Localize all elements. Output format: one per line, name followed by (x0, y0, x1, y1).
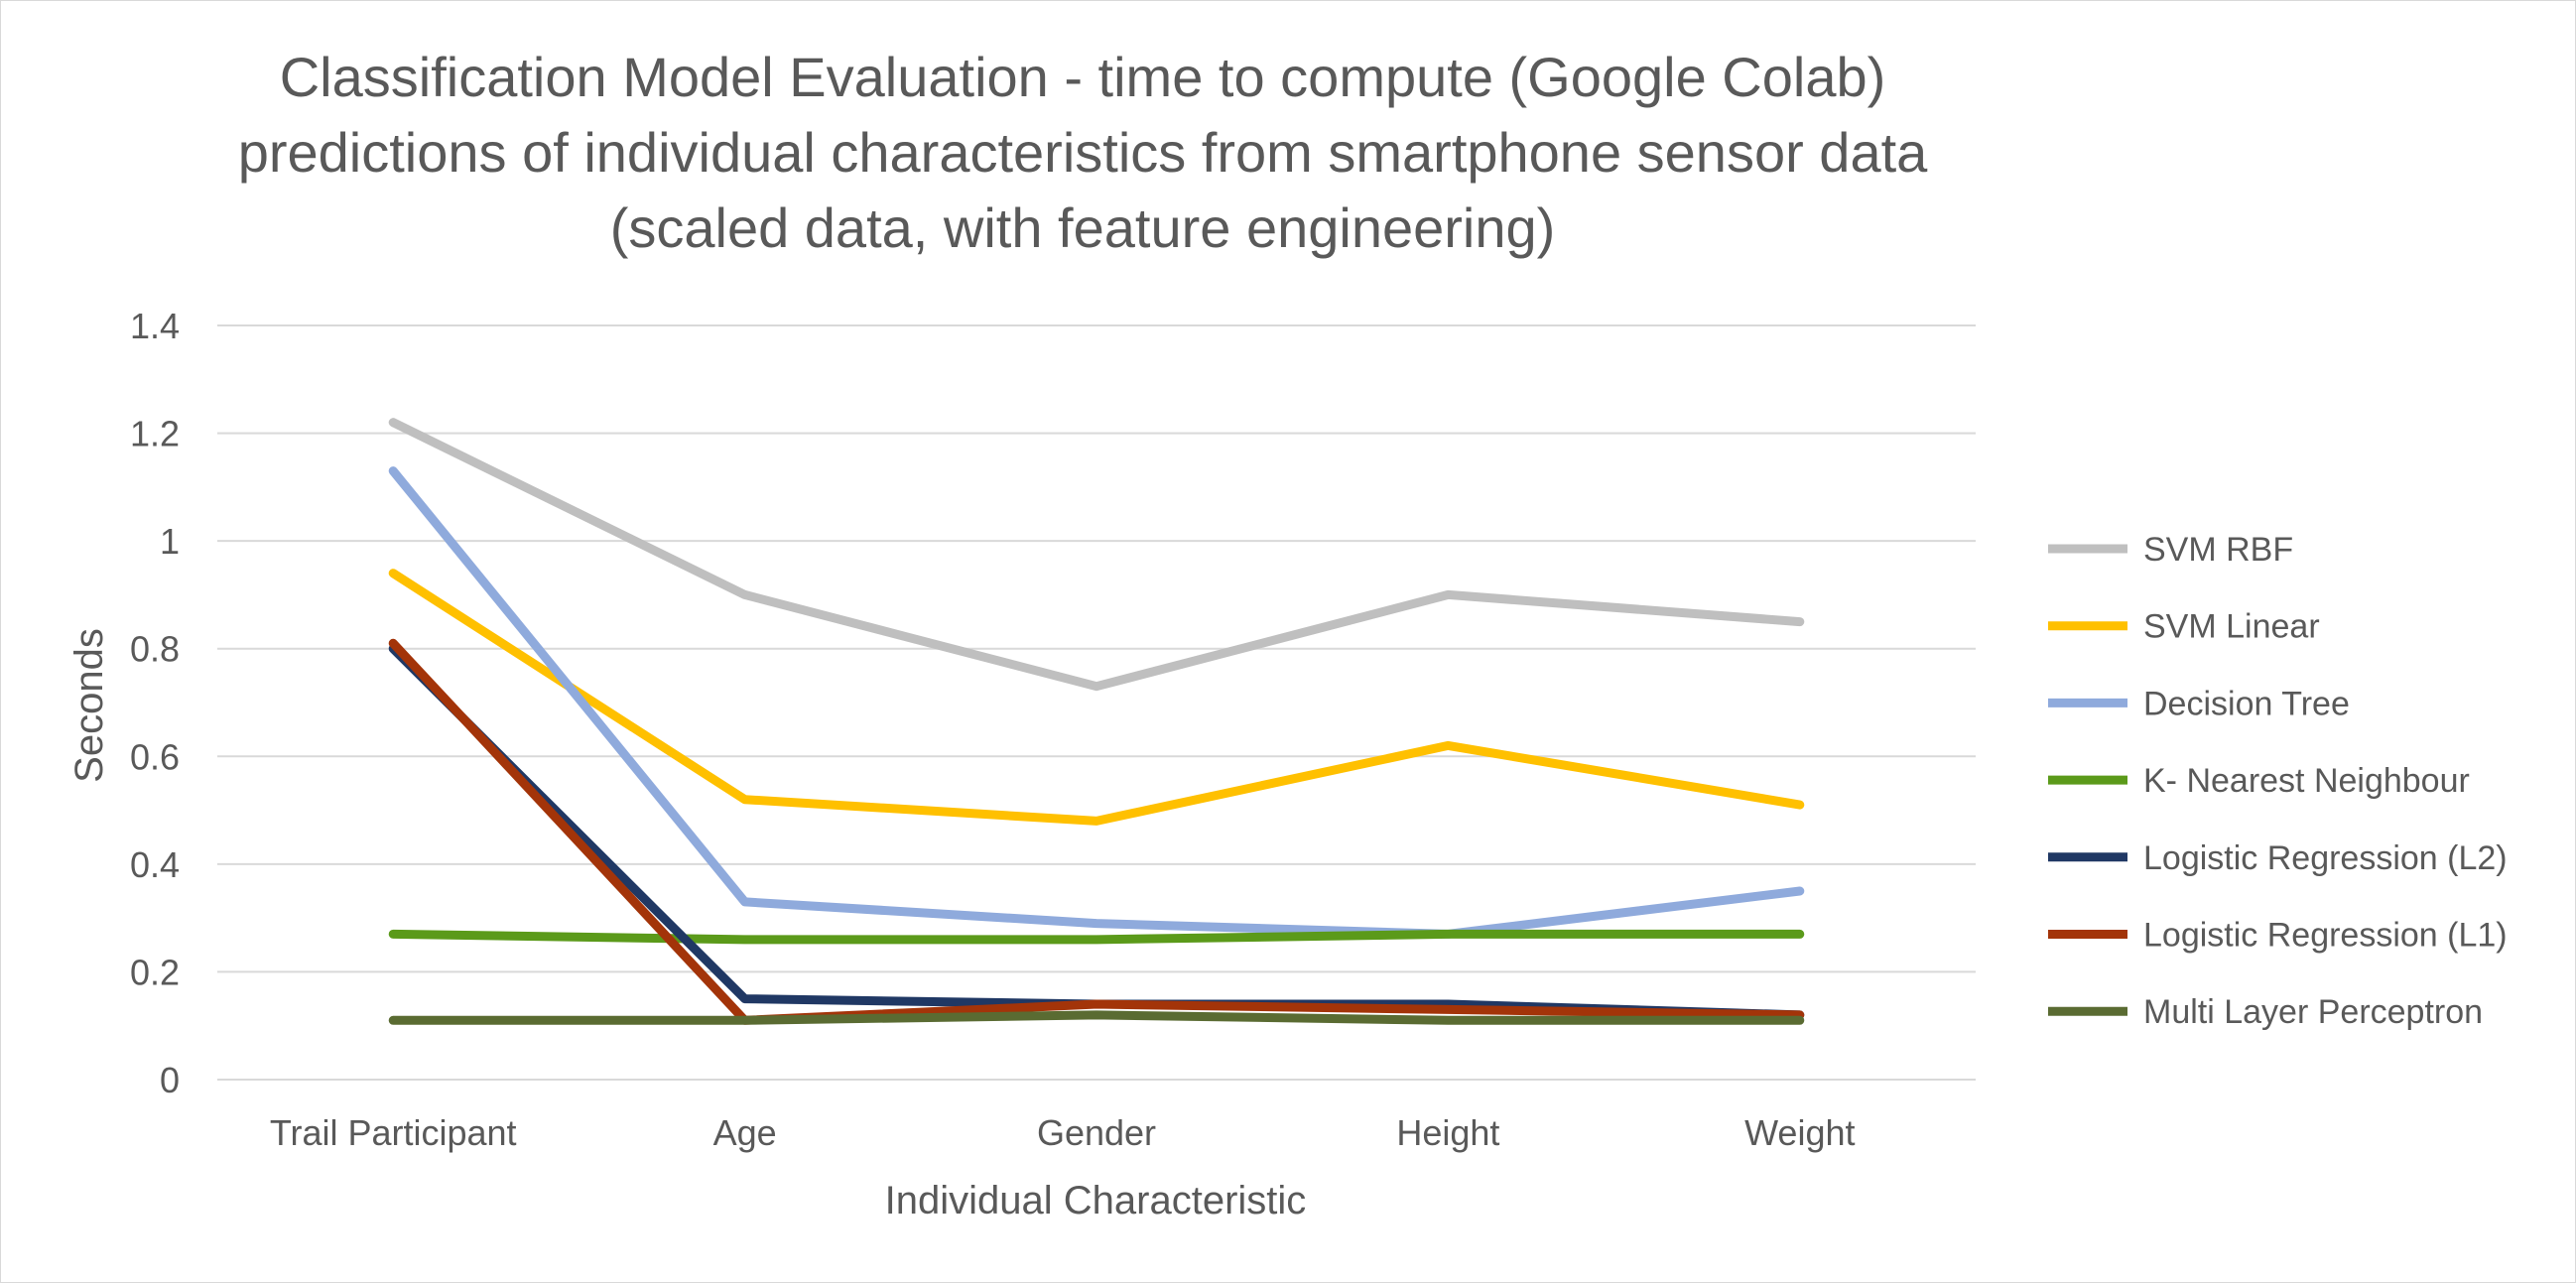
series-lines (388, 418, 1805, 1025)
series-line-svm-rbf (388, 418, 1805, 692)
title-line-1: Classification Model Evaluation - time t… (280, 46, 1886, 108)
legend-label: SVM Linear (2143, 608, 2320, 646)
gridlines (217, 324, 1976, 1081)
y-axis-title: Seconds (67, 628, 111, 783)
legend-label: SVM RBF (2143, 531, 2293, 569)
y-tick-label: 1 (160, 521, 180, 562)
y-tick-label: 1.4 (130, 306, 180, 346)
series-line-k-nearest-neighbour (388, 929, 1805, 945)
legend-label: Logistic Regression (L2) (2143, 839, 2508, 877)
series-line-logistic-regression-l2 (388, 644, 1805, 1020)
y-tick-label: 0.2 (130, 952, 180, 992)
x-tick-label: Age (713, 1112, 777, 1153)
legend-label: Decision Tree (2143, 685, 2350, 722)
chart-title: Classification Model Evaluation - time t… (238, 46, 1928, 259)
x-axis-tick-labels: Trail Participant Age Gender Height Weight (270, 1112, 1856, 1153)
y-tick-label: 0 (160, 1060, 180, 1100)
series-line-logistic-regression-l1 (388, 638, 1805, 1025)
title-line-3: (scaled data, with feature engineering) (610, 196, 1556, 259)
legend-label: Multi Layer Perceptron (2143, 993, 2483, 1031)
x-tick-label: Weight (1744, 1112, 1855, 1153)
series-line-multi-layer-perceptron (388, 1010, 1805, 1025)
legend: SVM RBF SVM Linear Decision Tree K- Nearest… (2048, 531, 2508, 1031)
y-tick-label: 0.8 (130, 629, 180, 670)
y-tick-label: 0.6 (130, 736, 180, 777)
title-line-2: predictions of individual characteristic… (238, 121, 1928, 184)
x-tick-label: Height (1396, 1112, 1499, 1153)
y-axis-tick-labels: 0 0.2 0.4 0.6 0.8 1 1.2 1.4 (130, 306, 180, 1100)
legend-label: Logistic Regression (L1) (2143, 917, 2508, 955)
x-tick-label: Gender (1037, 1112, 1156, 1153)
x-axis-title: Individual Characteristic (885, 1179, 1307, 1222)
x-tick-label: Trail Participant (270, 1112, 517, 1153)
y-tick-label: 0.4 (130, 844, 180, 885)
legend-label: K- Nearest Neighbour (2143, 762, 2470, 800)
series-line-svm-linear (388, 569, 1805, 826)
series-line-decision-tree (388, 466, 1805, 939)
y-tick-label: 1.2 (130, 414, 180, 454)
